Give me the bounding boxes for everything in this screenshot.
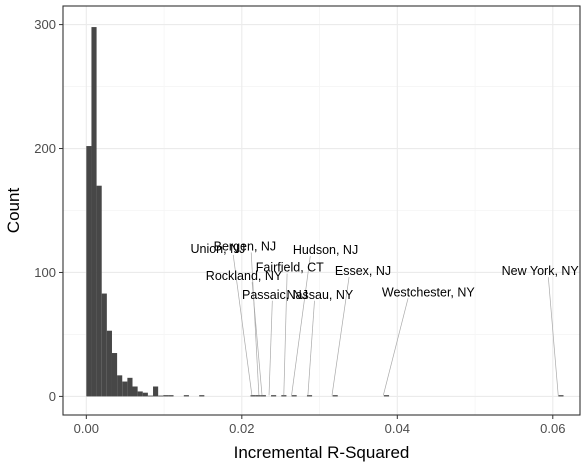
x-tick-label: 0.04 bbox=[385, 421, 410, 436]
annotation-leader-line bbox=[307, 300, 315, 396]
histogram-bar bbox=[332, 395, 338, 397]
y-tick-label: 0 bbox=[49, 389, 56, 404]
annotation-leader-line bbox=[547, 277, 559, 396]
annotation-label: Westchester, NY bbox=[382, 285, 476, 299]
histogram-bar bbox=[111, 353, 118, 397]
y-tick-label: 300 bbox=[34, 17, 56, 32]
histogram-bar bbox=[122, 381, 128, 397]
histogram-bar bbox=[132, 386, 138, 397]
histogram-bar bbox=[255, 395, 261, 397]
histogram-bar bbox=[127, 377, 133, 397]
histogram-bar bbox=[260, 395, 266, 397]
annotation-leader-line bbox=[251, 282, 263, 396]
histogram-bar bbox=[168, 395, 174, 397]
histogram-bar bbox=[91, 27, 97, 397]
histogram-bar bbox=[183, 395, 189, 397]
histogram-bar bbox=[306, 395, 313, 397]
y-tick-label: 200 bbox=[34, 141, 56, 156]
x-tick-label: 0.02 bbox=[229, 421, 254, 436]
annotation-leader-line bbox=[232, 254, 253, 396]
histogram-bar bbox=[101, 293, 107, 397]
y-tick-label: 100 bbox=[34, 265, 56, 280]
histogram-bar bbox=[158, 395, 164, 397]
annotation-label: Rockland, NY bbox=[206, 269, 283, 283]
histogram-bar bbox=[117, 375, 123, 397]
annotation-leader-line bbox=[250, 252, 260, 396]
x-tick-label: 0.00 bbox=[74, 421, 99, 436]
annotation-label: Essex, NJ bbox=[335, 264, 391, 278]
histogram-bar bbox=[137, 391, 143, 397]
x-tick-label: 0.06 bbox=[540, 421, 565, 436]
histogram-bar bbox=[558, 395, 564, 397]
annotation-label: Fairfield, CT bbox=[256, 261, 324, 275]
x-axis-ticks: 0.00 0.02 0.04 0.06 bbox=[74, 415, 565, 436]
histogram-bar bbox=[383, 395, 390, 397]
histogram-bar bbox=[153, 386, 159, 397]
y-axis-title: Count bbox=[4, 188, 23, 234]
y-axis-ticks: 0 100 200 300 bbox=[34, 17, 63, 404]
histogram-bar bbox=[86, 146, 92, 397]
histogram-bar bbox=[281, 395, 287, 397]
histogram-bar bbox=[106, 330, 112, 397]
panel-border bbox=[62, 5, 581, 416]
histogram-bar bbox=[142, 392, 148, 397]
annotation-label: Bergen, NJ bbox=[214, 239, 277, 253]
x-axis-title: Incremental R-Squared bbox=[234, 443, 410, 462]
histogram-bars bbox=[86, 27, 564, 397]
histogram-bar bbox=[271, 395, 277, 397]
annotation-leader-line bbox=[291, 256, 311, 396]
annotation-label: New York, NY bbox=[502, 264, 580, 278]
annotation-label: Hudson, NJ bbox=[293, 243, 358, 257]
grid-lines bbox=[63, 6, 580, 415]
annotation-leader-line bbox=[382, 298, 409, 396]
annotation-leader-line bbox=[283, 273, 288, 396]
annotation-leader-lines bbox=[232, 252, 559, 396]
annotation-label: Union, NJ bbox=[190, 242, 245, 256]
histogram-bar bbox=[199, 395, 205, 397]
histogram-bar bbox=[147, 395, 154, 397]
annotation-leader-line bbox=[331, 277, 350, 396]
histogram-bar bbox=[96, 185, 102, 397]
histogram-bar bbox=[291, 395, 297, 397]
annotation-label: Passaic, NJ bbox=[242, 288, 308, 302]
histogram-bar bbox=[250, 395, 256, 397]
annotation-label: Nassau, NY bbox=[287, 288, 354, 302]
annotation-leader-line bbox=[268, 300, 273, 396]
histogram-bar bbox=[163, 395, 169, 397]
